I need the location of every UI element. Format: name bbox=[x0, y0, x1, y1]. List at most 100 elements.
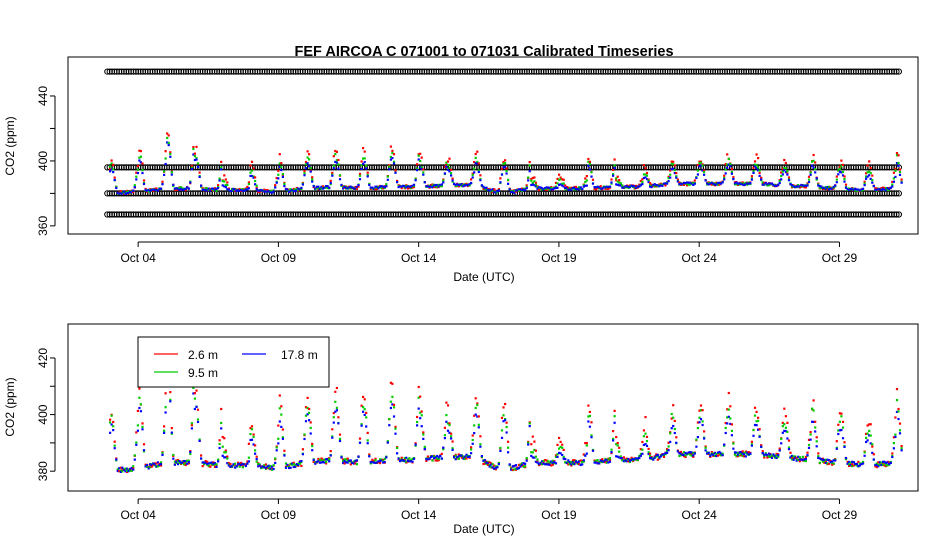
data-point-series-1 bbox=[346, 459, 349, 462]
reference-marker-0 bbox=[304, 68, 311, 75]
data-point-series-2 bbox=[459, 184, 462, 187]
data-point-series-1 bbox=[332, 164, 335, 167]
data-point-series-0 bbox=[354, 462, 357, 465]
data-point-series-0 bbox=[446, 160, 450, 163]
reference-marker-3 bbox=[705, 211, 712, 218]
reference-marker-1 bbox=[535, 164, 543, 171]
data-point-series-0 bbox=[578, 463, 581, 466]
data-point-series-1 bbox=[559, 445, 562, 448]
data-point-series-2 bbox=[260, 189, 263, 192]
data-point-series-2 bbox=[255, 458, 258, 461]
data-point-series-2 bbox=[692, 183, 695, 186]
data-point-series-2 bbox=[446, 168, 450, 171]
data-point-series-0 bbox=[692, 455, 695, 458]
data-point-series-0 bbox=[757, 416, 760, 419]
data-point-series-2 bbox=[855, 188, 858, 191]
data-point-series-2 bbox=[898, 432, 902, 435]
data-point-series-2 bbox=[602, 186, 605, 189]
data-point-series-2 bbox=[292, 190, 295, 193]
reference-marker-0 bbox=[459, 68, 466, 75]
data-point-series-2 bbox=[576, 461, 579, 464]
data-point-series-1 bbox=[553, 462, 556, 465]
data-point-series-2 bbox=[229, 190, 232, 193]
reference-marker-2 bbox=[366, 190, 373, 197]
data-point-series-2 bbox=[436, 454, 439, 458]
data-point-series-2 bbox=[224, 456, 227, 459]
data-point-series-2 bbox=[454, 183, 457, 186]
data-point-series-1 bbox=[277, 437, 280, 440]
data-point-series-1 bbox=[713, 182, 716, 185]
data-point-series-0 bbox=[784, 415, 787, 418]
data-point-series-0 bbox=[138, 387, 141, 390]
data-point-series-2 bbox=[161, 183, 164, 186]
data-point-series-1 bbox=[692, 181, 695, 184]
reference-marker-0 bbox=[736, 68, 743, 75]
data-point-series-1 bbox=[686, 182, 689, 185]
data-point-series-1 bbox=[416, 167, 419, 170]
data-point-series-2 bbox=[605, 185, 608, 188]
data-point-series-0 bbox=[224, 178, 227, 181]
reference-marker-3 bbox=[657, 211, 664, 218]
data-point-series-1 bbox=[261, 466, 264, 469]
data-point-series-2 bbox=[636, 185, 639, 188]
data-point-series-0 bbox=[136, 164, 139, 168]
data-point-series-1 bbox=[895, 399, 899, 402]
data-point-series-0 bbox=[655, 453, 658, 456]
data-point-series-1 bbox=[777, 455, 780, 458]
data-point-series-2 bbox=[394, 171, 397, 174]
data-point-series-2 bbox=[132, 189, 135, 192]
data-point-series-0 bbox=[426, 455, 429, 458]
data-point-series-1 bbox=[684, 454, 687, 457]
data-point-series-0 bbox=[840, 159, 843, 162]
data-point-series-2 bbox=[167, 144, 170, 147]
data-point-series-1 bbox=[696, 427, 699, 430]
reference-marker-1 bbox=[659, 164, 667, 171]
data-point-series-0 bbox=[250, 425, 254, 428]
data-point-series-0 bbox=[601, 458, 604, 461]
data-point-series-2 bbox=[166, 141, 169, 144]
data-point-series-0 bbox=[417, 385, 420, 389]
data-point-series-2 bbox=[375, 185, 379, 188]
data-point-series-1 bbox=[365, 164, 368, 167]
data-point-series-1 bbox=[545, 187, 548, 190]
data-point-series-1 bbox=[329, 183, 332, 186]
data-point-series-1 bbox=[295, 187, 298, 191]
data-point-series-0 bbox=[664, 184, 667, 187]
data-point-series-1 bbox=[132, 465, 135, 468]
data-point-series-2 bbox=[898, 173, 902, 176]
data-point-series-2 bbox=[358, 178, 362, 181]
reference-marker-0 bbox=[688, 68, 695, 75]
data-point-series-1 bbox=[551, 459, 554, 462]
data-point-series-0 bbox=[587, 157, 590, 161]
data-point-series-2 bbox=[411, 460, 414, 463]
data-point-series-0 bbox=[615, 436, 618, 439]
data-point-series-2 bbox=[783, 429, 786, 432]
data-point-series-2 bbox=[645, 178, 649, 181]
data-point-series-2 bbox=[615, 183, 618, 186]
data-point-series-1 bbox=[585, 444, 588, 447]
data-point-series-1 bbox=[223, 180, 226, 183]
data-point-series-2 bbox=[888, 462, 891, 466]
data-point-series-0 bbox=[559, 176, 562, 179]
reference-marker-1 bbox=[872, 164, 879, 171]
data-point-series-2 bbox=[861, 187, 865, 190]
data-point-series-0 bbox=[570, 186, 573, 189]
data-point-series-2 bbox=[500, 436, 504, 439]
data-point-series-2 bbox=[764, 182, 767, 185]
data-point-series-1 bbox=[278, 162, 281, 165]
reference-marker-0 bbox=[674, 68, 681, 75]
data-point-series-2 bbox=[136, 429, 139, 432]
top-x-tick-label: Oct 14 bbox=[401, 251, 437, 265]
data-point-series-0 bbox=[895, 152, 899, 155]
data-point-series-2 bbox=[420, 167, 423, 171]
data-point-series-0 bbox=[831, 463, 834, 466]
data-point-series-1 bbox=[411, 457, 414, 460]
data-point-series-1 bbox=[207, 464, 210, 467]
data-point-series-1 bbox=[303, 433, 306, 436]
data-point-series-2 bbox=[204, 189, 207, 192]
data-point-series-0 bbox=[892, 171, 895, 174]
reference-marker-0 bbox=[690, 68, 698, 75]
data-point-series-2 bbox=[712, 182, 715, 185]
data-point-series-2 bbox=[328, 460, 331, 463]
data-point-series-2 bbox=[749, 182, 752, 185]
